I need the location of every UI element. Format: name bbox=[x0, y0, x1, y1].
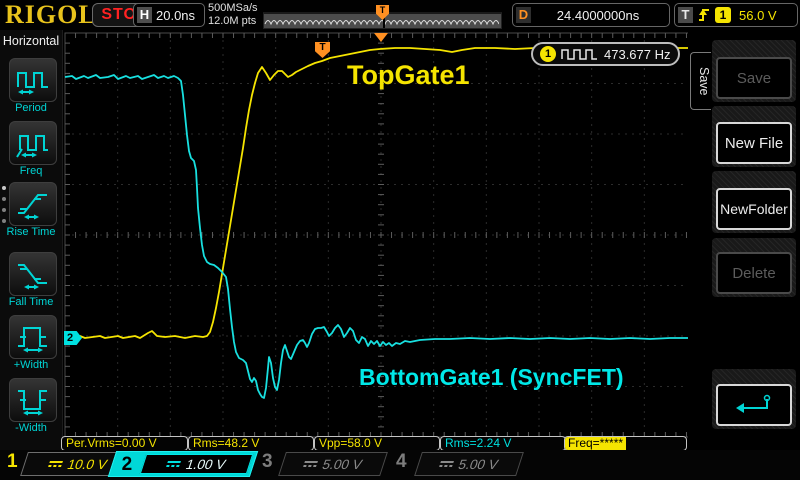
measure-minus-width-label: -Width bbox=[15, 422, 47, 434]
frequency-counter-badge: 1 473.677 Hz bbox=[531, 42, 680, 66]
delay-label: D bbox=[516, 7, 531, 23]
channel-4-scale: 5.00 V bbox=[456, 456, 501, 472]
ch2-ground-marker[interactable]: 2 bbox=[64, 331, 82, 345]
measurement-bar: Per.Vrms=0.00 V Rms=48.2 V Vpp=58.0 V Rm… bbox=[0, 436, 800, 451]
dc-coupling-icon bbox=[303, 460, 319, 469]
top-status-bar: RIGOL STOP H 20.0ns 500MSa/s 12.0M pts T… bbox=[0, 0, 800, 30]
new-file-button[interactable]: New File bbox=[716, 122, 792, 164]
measure-fall-time-label: Fall Time bbox=[8, 296, 54, 308]
channel-2-value-box: 1.00 V bbox=[139, 454, 254, 474]
trigger-position-marker-top[interactable]: T bbox=[376, 5, 389, 20]
channel-4-status[interactable]: 5.00 V bbox=[414, 452, 524, 476]
channel-3-status[interactable]: 5.00 V bbox=[278, 452, 388, 476]
measurement-value: Rms=2.24 V bbox=[445, 436, 512, 450]
menu-page-dot bbox=[2, 208, 6, 212]
channel-1-scale: 10.0 V bbox=[65, 456, 110, 472]
delete-button[interactable]: Delete bbox=[716, 252, 792, 294]
measure-plus-width-label: +Width bbox=[13, 359, 49, 371]
acquisition-info: 500MSa/s 12.0M pts bbox=[208, 2, 258, 28]
delay-value: 24.4000000ns bbox=[556, 7, 640, 23]
measurement-value: Freq=***** bbox=[565, 437, 627, 450]
timebase-value: 20.0ns bbox=[156, 7, 196, 23]
trigger-readout[interactable]: T 1 56.0 V bbox=[674, 3, 798, 27]
channel-2-number: 2 bbox=[121, 454, 133, 475]
measure-menu-title: Horizontal bbox=[2, 34, 60, 48]
measurement-value: Vpp=58.0 V bbox=[319, 436, 383, 450]
period-icon bbox=[17, 72, 48, 95]
measure-fall-time-button[interactable] bbox=[9, 252, 57, 296]
channel-status-bar: 1 10.0 V 2 1.00 V 3 5.00 bbox=[0, 450, 800, 480]
dc-coupling-icon bbox=[439, 460, 455, 469]
menu-page-dot bbox=[2, 186, 6, 190]
rise-time-icon bbox=[18, 194, 47, 220]
measure-freq-button[interactable] bbox=[9, 121, 57, 165]
trigger-level-value: 56.0 V bbox=[739, 7, 777, 23]
measure-minus-width-button[interactable] bbox=[9, 378, 57, 422]
square-wave-icon bbox=[561, 49, 597, 60]
return-arrow-icon bbox=[736, 394, 771, 413]
measurement-value: Rms=48.2 V bbox=[193, 436, 260, 450]
measurement-cell: Rms=48.2 V bbox=[188, 436, 314, 451]
trigger-position-line bbox=[383, 14, 385, 28]
channel-1-number: 1 bbox=[7, 451, 18, 472]
plus-width-icon bbox=[18, 327, 47, 353]
return-button[interactable] bbox=[716, 384, 792, 426]
save-button[interactable]: Save bbox=[716, 57, 792, 99]
measure-rise-time-label: Rise Time bbox=[6, 226, 56, 238]
rising-edge-icon bbox=[699, 9, 709, 21]
waveform-ch1-topgate bbox=[64, 47, 697, 339]
menu-block: New File bbox=[712, 106, 796, 167]
memory-depth: 12.0M pts bbox=[208, 15, 257, 27]
measure-plus-width-button[interactable] bbox=[9, 315, 57, 359]
measurement-cell: Rms=2.24 V bbox=[440, 436, 566, 451]
screen-center-marker bbox=[374, 33, 388, 42]
new-folder-button[interactable]: NewFolder bbox=[716, 188, 792, 230]
channel-3-number: 3 bbox=[262, 451, 273, 472]
measurement-cell: Per.Vrms=0.00 V bbox=[61, 436, 188, 451]
menu-tab-save: Save bbox=[690, 52, 711, 110]
fall-time-icon bbox=[18, 264, 47, 290]
trace-label-bottomgate: BottomGate1 (SyncFET) bbox=[359, 364, 624, 390]
trigger-position-marker[interactable]: T bbox=[315, 42, 330, 58]
trace-label-topgate: TopGate1 bbox=[347, 60, 470, 90]
channel-3-scale: 5.00 V bbox=[320, 456, 365, 472]
measurement-cell-selected: Freq=***** bbox=[564, 436, 687, 451]
menu-page-dot bbox=[2, 219, 6, 223]
sample-rate: 500MSa/s bbox=[208, 2, 258, 14]
trigger-delay-readout[interactable]: D 24.4000000ns bbox=[512, 3, 670, 27]
counter-channel-badge: 1 bbox=[540, 46, 556, 62]
measurement-cell: Vpp=58.0 V bbox=[314, 436, 440, 451]
horizontal-label: H bbox=[137, 7, 152, 23]
counter-value: 473.677 Hz bbox=[604, 46, 671, 62]
menu-block: Delete bbox=[712, 238, 796, 297]
menu-block: NewFolder bbox=[712, 171, 796, 233]
save-menu-panel: Save Save New File NewFolder Delete bbox=[688, 30, 800, 450]
measure-rise-time-button[interactable] bbox=[9, 182, 57, 226]
timebase-readout[interactable]: H 20.0ns bbox=[133, 3, 205, 27]
waveform-ch2-bottomgate bbox=[64, 74, 690, 399]
measure-menu: Horizontal Period Freq bbox=[0, 30, 63, 450]
channel-4-number: 4 bbox=[396, 451, 407, 472]
measure-freq-label: Freq bbox=[19, 165, 43, 177]
rigol-logo: RIGOL bbox=[5, 0, 97, 29]
channel-2-status-selected[interactable]: 2 1.00 V bbox=[107, 451, 259, 477]
trigger-label: T bbox=[678, 7, 693, 23]
measure-period-button[interactable] bbox=[9, 58, 57, 102]
menu-page-dot bbox=[2, 197, 6, 201]
measure-period-label: Period bbox=[15, 102, 47, 114]
dc-coupling-icon bbox=[166, 460, 182, 469]
menu-block: Save bbox=[712, 40, 796, 102]
minus-width-icon bbox=[18, 390, 47, 416]
trigger-source-badge: 1 bbox=[715, 7, 731, 23]
channel-2-scale: 1.00 V bbox=[184, 456, 228, 472]
menu-block bbox=[712, 369, 796, 429]
dc-coupling-icon bbox=[48, 460, 64, 469]
freq-icon bbox=[16, 135, 48, 158]
measurement-value: Per.Vrms=0.00 V bbox=[66, 436, 157, 450]
